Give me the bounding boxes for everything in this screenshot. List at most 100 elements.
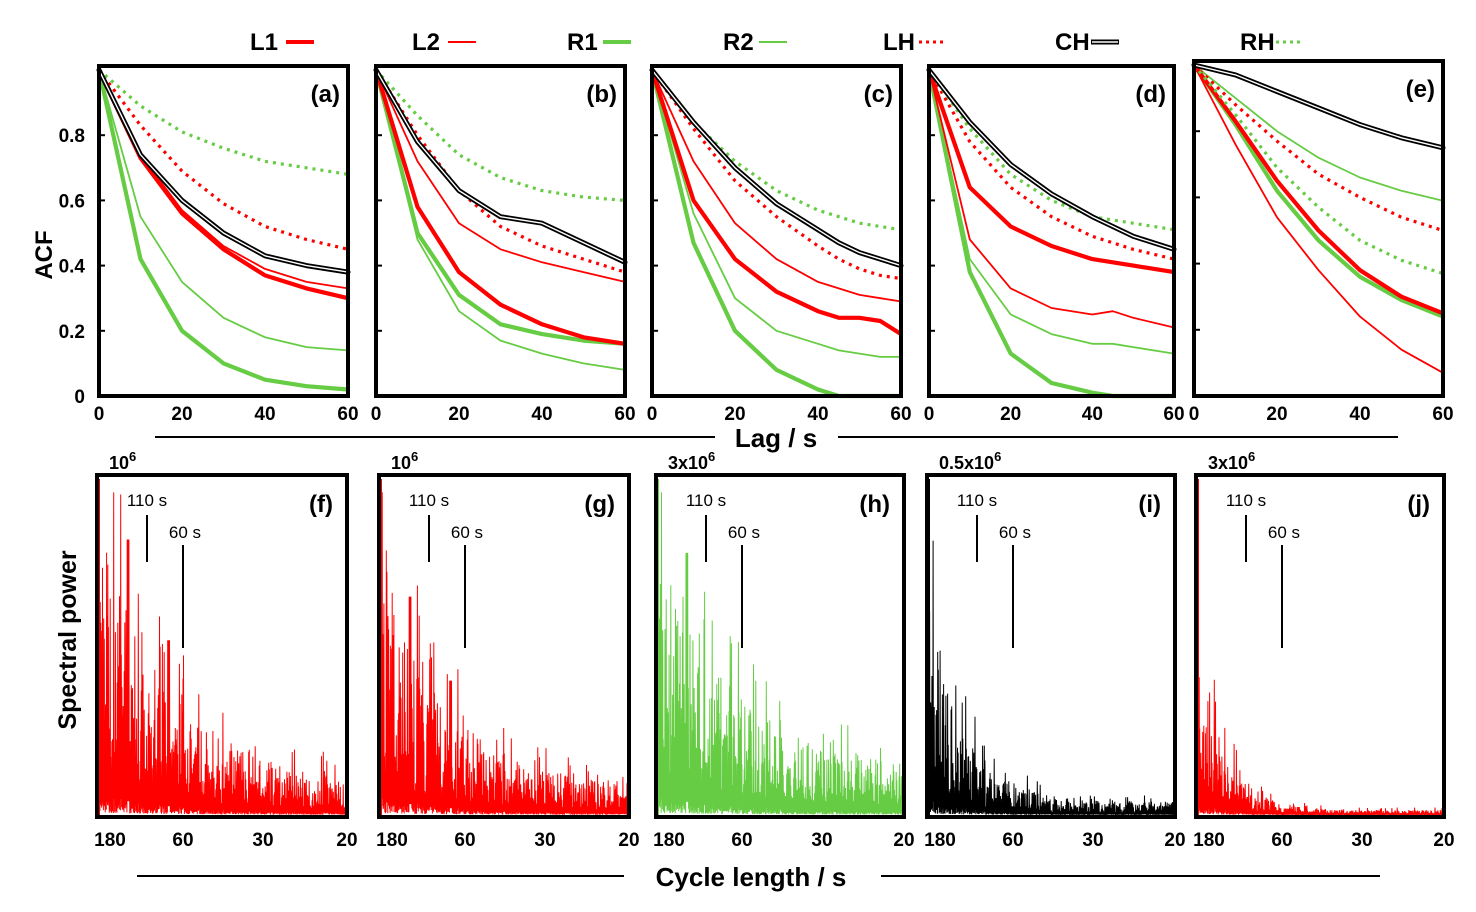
acf-panel-label: (e) [1406, 76, 1435, 103]
spectrum-panel-j: 110 s60 s 3x106 180 60 30 20 (j) [1193, 449, 1454, 851]
acf-xtick-label: 60 [1432, 404, 1453, 425]
legend-label-r2: R2 [723, 29, 754, 56]
acf-frame [1192, 59, 1445, 398]
marker-110s-label: 110 s [1226, 491, 1266, 510]
acf-xtick-label: 0 [1189, 404, 1200, 425]
spectrum-trace-l2 [380, 492, 628, 815]
spectrum-scale-exponent: 6 [129, 449, 136, 464]
acf-panel-label: (d) [1135, 81, 1166, 108]
acf-y-axis-label: ACF [31, 230, 58, 279]
legend-entry-l2: L2 [412, 29, 476, 56]
spectrum-panel-i: 110 s60 s 0.5x106 180 60 30 20 (i) [924, 449, 1185, 851]
marker-110s-label: 110 s [409, 491, 449, 510]
spectrum-frame [654, 473, 906, 819]
acf-panel-a: 0 20 40 60 0 0.2 0.4 0.6 0.8 (a) [59, 64, 359, 425]
acf-xtick-label: 40 [1082, 404, 1103, 425]
marker-60s-label: 60 s [999, 523, 1031, 542]
acf-ytick-label: 0.8 [59, 126, 85, 147]
acf-frame [650, 64, 903, 398]
spectrum-xtick-label: 30 [1351, 830, 1372, 851]
spectrum-panel-label: (f) [309, 491, 333, 518]
spectrum-scale-label: 106 [391, 449, 418, 473]
legend-label-l1: L1 [250, 29, 278, 56]
legend-label-rh: RH [1240, 29, 1275, 56]
legend-entry-r1: R1 [567, 29, 631, 56]
acf-xtick-label: 20 [1266, 404, 1287, 425]
spectrum-trace-r1 [657, 492, 903, 815]
acf-xtick-label: 0 [647, 404, 658, 425]
marker-60s-label: 60 s [169, 523, 201, 542]
spectrum-xtick-label: 30 [811, 830, 832, 851]
acf-line-r2 [98, 69, 349, 352]
acf-line-l1 [649, 67, 904, 337]
acf-line-rh [1192, 63, 1444, 276]
spectrum-xtick-label: 180 [924, 830, 956, 851]
spectrum-xtick-label: 180 [1193, 830, 1225, 851]
spectrum-xtick-label: 30 [1082, 830, 1103, 851]
acf-panel-b: 0 20 40 60 (b) [371, 64, 636, 425]
spectrum-panel-g: 110 s60 s 106 180 60 30 20 (g) [376, 449, 639, 851]
acf-line-inner-ch [651, 69, 902, 267]
acf-line-r2 [928, 69, 1175, 355]
marker-110s-label: 110 s [686, 491, 726, 510]
acf-line-r2 [1193, 64, 1444, 202]
acf-line-lh [650, 69, 902, 281]
spectrum-scale-label: 106 [109, 449, 136, 473]
acf-ytick-label: 0 [74, 387, 85, 408]
spectrum-scale-exponent: 6 [708, 449, 715, 464]
spectrum-scale-label: 3x106 [1208, 449, 1255, 473]
spectrum-xtick-label: 180 [376, 830, 408, 851]
spectrum-y-axis-label: Spectral power [54, 550, 82, 729]
spectrum-x-axis-label: Cycle length / s [656, 862, 847, 892]
spectrum-xtick-label: 20 [618, 830, 639, 851]
acf-xtick-label: 40 [807, 404, 828, 425]
acf-xtick-label: 60 [337, 404, 358, 425]
acf-line-inner-ch [928, 69, 1175, 250]
spectrum-panel-label: (j) [1407, 491, 1430, 518]
acf-frame [927, 64, 1176, 398]
acf-xtick-label: 60 [890, 404, 911, 425]
acf-xtick-label: 0 [94, 404, 105, 425]
acf-panel-c: 0 20 40 60 (c) [647, 64, 912, 425]
acf-line-r1 [96, 67, 351, 392]
acf-xtick-label: 60 [1163, 404, 1184, 425]
legend-label-lh: LH [883, 29, 915, 56]
spectrum-xtick-label: 60 [731, 830, 752, 851]
spectrum-frame [95, 473, 349, 819]
spectrum-scale-label: 3x106 [668, 449, 715, 473]
spectrum-xtick-label: 60 [172, 830, 193, 851]
spectrum-frame [925, 473, 1177, 819]
spectrum-frame [377, 473, 631, 819]
spectrum-xtick-label: 30 [534, 830, 555, 851]
acf-line-rh [97, 68, 349, 176]
spectrum-scale-label: 0.5x106 [939, 449, 1001, 473]
acf-xtick-label: 20 [1000, 404, 1021, 425]
marker-60s-label: 60 s [451, 523, 483, 542]
legend-entry-l1: L1 [250, 29, 314, 56]
acf-line-r1 [373, 67, 628, 346]
spectrum-xtick-label: 20 [1164, 830, 1185, 851]
acf-frame [374, 64, 627, 398]
acf-panel-label: (a) [311, 81, 340, 108]
acf-xtick-label: 20 [448, 404, 469, 425]
acf-xtick-label: 40 [1349, 404, 1370, 425]
marker-60s-label: 60 s [1268, 523, 1300, 542]
marker-110s-label: 110 s [127, 491, 167, 510]
acf-frame [97, 64, 350, 398]
spectrum-scale-exponent: 6 [994, 449, 1001, 464]
legend-label-l2: L2 [412, 29, 440, 56]
acf-xtick-label: 20 [171, 404, 192, 425]
legend-entry-rh: RH [1240, 29, 1304, 56]
spectrum-panel-label: (h) [859, 491, 890, 518]
acf-line-lh [927, 69, 1175, 261]
legend-entry-r2: R2 [723, 29, 787, 56]
acf-xtick-label: 40 [531, 404, 552, 425]
spectrum-xtick-label: 60 [454, 830, 475, 851]
acf-line-lh [1192, 63, 1444, 233]
acf-line-l2 [375, 69, 626, 283]
acf-xtick-label: 20 [724, 404, 745, 425]
acf-ytick-label: 0.4 [59, 257, 86, 278]
